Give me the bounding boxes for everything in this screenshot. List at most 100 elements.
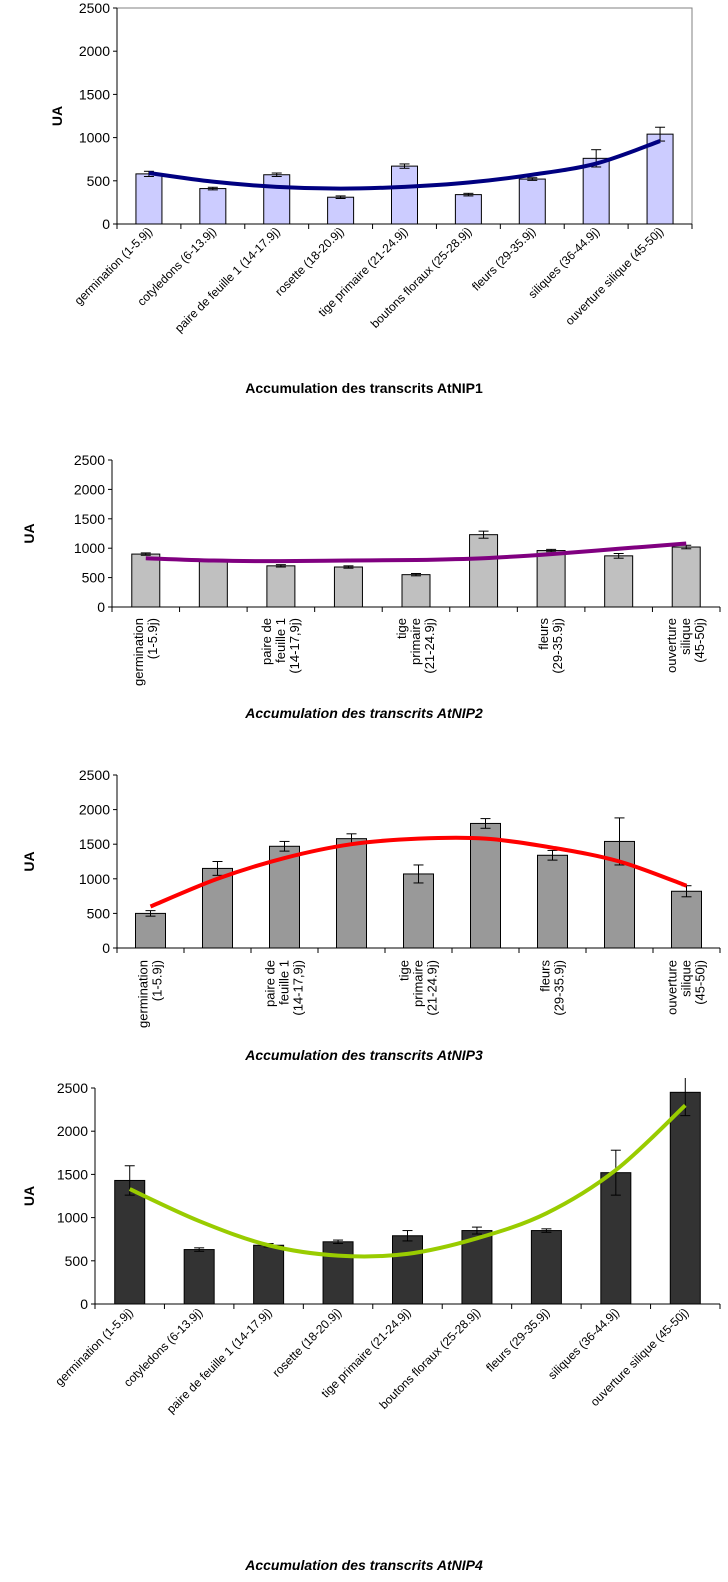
- x-tick-label: silique: [678, 618, 693, 655]
- chart-title: Accumulation des transcrits AtNIP2: [245, 705, 483, 721]
- y-axis-label: UA: [21, 1186, 37, 1206]
- x-tick-label: (21-24.9j): [425, 960, 440, 1016]
- y-tick-label: 0: [80, 1296, 88, 1312]
- y-tick-label: 1500: [79, 836, 110, 852]
- bar: [582, 157, 610, 225]
- y-axis-label: UA: [21, 523, 37, 543]
- trend-line: [148, 139, 661, 191]
- x-tick-label: primaire: [411, 960, 426, 1007]
- bar: [469, 534, 499, 608]
- trend-line: [145, 541, 687, 564]
- bar: [135, 912, 166, 949]
- x-tick-label: siliques (36-44.9j): [545, 1305, 622, 1382]
- y-tick-label: 0: [102, 216, 110, 232]
- y-tick-label: 500: [87, 173, 111, 189]
- chart-atnip3: 0 500 1000 1500 2000 2500 UA germination (1-5.9j…: [0, 755, 728, 1065]
- y-tick-label: 1500: [74, 511, 105, 527]
- y-tick-label: 1000: [79, 130, 110, 146]
- y-tick-label: 500: [87, 905, 111, 921]
- y-tick-label: 2500: [79, 0, 110, 16]
- bar: [536, 550, 566, 608]
- bar: [269, 845, 300, 949]
- bar: [537, 854, 568, 949]
- x-tick-label: paire de: [259, 618, 274, 665]
- y-axis-label: UA: [21, 851, 37, 871]
- x-tick-label: paire de feuille 1 (14-17.9j): [172, 224, 283, 335]
- x-tick-label: (21-24.9j): [422, 618, 437, 674]
- x-tick-label: rosette (18-20.9j): [270, 1305, 345, 1380]
- y-tick-label: 500: [82, 570, 106, 586]
- x-tick-label: (45-50j): [693, 960, 708, 1005]
- bar: [333, 566, 363, 608]
- y-tick-label: 2500: [57, 1080, 88, 1096]
- bar: [114, 1179, 146, 1305]
- y-tick-label: 0: [102, 940, 110, 956]
- x-tick-label: fleurs: [538, 960, 553, 992]
- chart-atnip4: 0 500 1000 1500 2000 2500 UA germination (1-5.9…: [0, 1078, 728, 1582]
- x-tick-label: tige: [394, 618, 409, 639]
- bar: [336, 838, 367, 949]
- y-tick-label: 500: [65, 1253, 89, 1269]
- trend-line: [128, 1103, 687, 1259]
- y-tick-label: 1500: [57, 1166, 88, 1182]
- x-tick-label: (14-17,9j): [287, 618, 302, 674]
- x-tick-label: feuille 1: [273, 618, 288, 663]
- x-tick-label: ouverture: [664, 618, 679, 673]
- y-tick-label: 2500: [79, 767, 110, 783]
- x-tick-label: fleurs: [536, 618, 551, 650]
- bar: [530, 1230, 562, 1305]
- x-tick-label: (45-50j): [692, 618, 707, 663]
- bar: [401, 574, 431, 608]
- x-tick-label: ouverture: [665, 960, 680, 1015]
- bar: [322, 1241, 354, 1305]
- bar: [518, 178, 546, 225]
- x-tick-label: fleurs (29-35.9j): [469, 224, 538, 293]
- bar: [199, 188, 227, 225]
- y-tick-label: 2500: [74, 452, 105, 468]
- bar: [669, 1091, 701, 1305]
- bar: [391, 165, 418, 225]
- chart-atnip2-svg: 0 500 1000 1500 2000 2500 UA germination (1-5.9j…: [21, 452, 721, 686]
- chart-atnip2: 0 500 1000 1500 2000 2500 UA germination (1-5.9j…: [0, 450, 728, 745]
- bar: [327, 196, 355, 225]
- x-tick-label: (29-35.9j): [552, 960, 567, 1016]
- x-tick-label: (14-17,9j): [291, 960, 306, 1016]
- y-axis-label: UA: [49, 106, 65, 126]
- bar: [671, 546, 701, 608]
- bar: [135, 173, 163, 225]
- x-tick-label: germination: [131, 618, 146, 686]
- trend-line: [149, 835, 688, 909]
- x-tick-label: fleurs (29-35.9j): [483, 1305, 552, 1374]
- x-tick-label: paire de: [263, 960, 278, 1007]
- y-tick-label: 1000: [79, 871, 110, 887]
- y-tick-label: 2000: [79, 802, 110, 818]
- chart-atnip3-svg: 0 500 1000 1500 2000 2500 UA germination (1-5.9j…: [21, 767, 721, 1028]
- y-tick-label: 1000: [57, 1210, 88, 1226]
- x-tick-label: feuille 1: [277, 960, 292, 1005]
- bar: [131, 553, 161, 608]
- x-tick-label: (29-35.9j): [550, 618, 565, 674]
- x-tick-label: silique: [679, 960, 694, 997]
- bar: [646, 133, 674, 225]
- chart-title: Accumulation des transcrits AtNIP3: [245, 1047, 483, 1063]
- bar: [263, 174, 291, 225]
- x-tick-label: germination: [136, 960, 151, 1028]
- bar: [604, 555, 634, 608]
- y-tick-label: 2000: [57, 1123, 88, 1139]
- y-tick-label: 2000: [79, 43, 110, 59]
- y-tick-label: 2000: [74, 481, 105, 497]
- bar: [253, 1244, 285, 1305]
- x-tick-label: (1-5.9j): [150, 960, 165, 1001]
- bar: [392, 1235, 423, 1305]
- chart-title: Accumulation des transcrits AtNIP1: [245, 380, 483, 396]
- bar: [470, 822, 501, 949]
- x-tick-label: primaire: [408, 618, 423, 665]
- x-tick-label: rosette (18-20.9j): [272, 224, 347, 299]
- x-tick-label: (1-5.9j): [145, 618, 160, 659]
- bar: [266, 565, 296, 608]
- y-tick-label: 1000: [74, 540, 105, 556]
- bar: [183, 1249, 215, 1305]
- bar: [454, 194, 482, 225]
